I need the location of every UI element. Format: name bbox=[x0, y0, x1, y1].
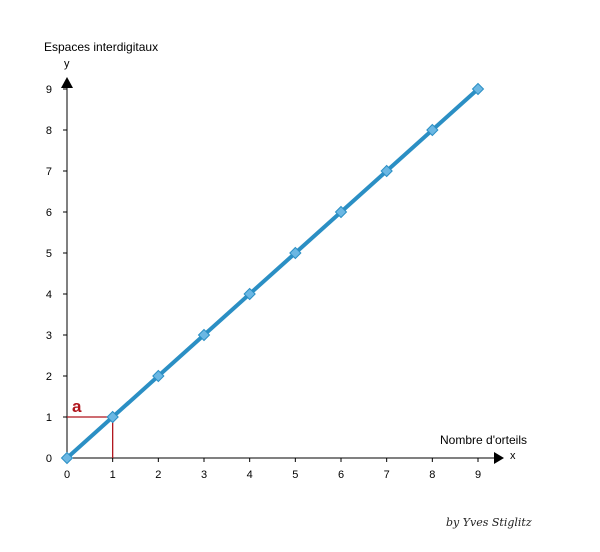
y-axis-name: y bbox=[64, 58, 70, 70]
y-tick-label: 0 bbox=[46, 453, 52, 465]
data-point-marker bbox=[380, 164, 393, 178]
data-point-marker bbox=[289, 246, 302, 260]
y-tick-labels: 0 1 2 3 4 5 6 7 8 9 bbox=[46, 84, 67, 465]
x-axis-arrow bbox=[494, 452, 504, 464]
data-point-marker bbox=[60, 451, 74, 465]
y-tick-label: 5 bbox=[46, 248, 52, 260]
data-point-marker bbox=[426, 123, 439, 137]
series-line bbox=[65, 87, 480, 460]
x-tick-label: 6 bbox=[338, 469, 344, 481]
x-tick-label: 3 bbox=[201, 469, 207, 481]
data-point-marker bbox=[334, 205, 348, 219]
data-point-marker bbox=[243, 287, 256, 301]
x-tick-label: 0 bbox=[64, 469, 70, 481]
author-credit: by Yves Stiglitz bbox=[446, 516, 532, 529]
y-axis-title: Espaces interdigitaux bbox=[44, 40, 159, 54]
data-point-marker bbox=[152, 369, 165, 383]
axes bbox=[61, 77, 504, 464]
x-tick-label: 7 bbox=[384, 469, 390, 481]
y-tick-label: 9 bbox=[46, 84, 52, 96]
x-tick-label: 2 bbox=[155, 469, 161, 481]
y-tick-label: 3 bbox=[46, 330, 52, 342]
y-tick-label: 2 bbox=[46, 371, 52, 383]
x-axis-name: x bbox=[510, 450, 516, 462]
annotation-a: a bbox=[67, 397, 114, 458]
x-tick-label: 9 bbox=[475, 469, 481, 481]
y-tick-label: 4 bbox=[46, 289, 52, 301]
y-tick-label: 6 bbox=[46, 207, 52, 219]
annotation-label: a bbox=[72, 397, 82, 416]
data-point-marker bbox=[197, 328, 211, 342]
x-tick-labels: 0 1 2 3 4 5 6 7 8 9 bbox=[64, 458, 481, 481]
y-axis-arrow bbox=[61, 77, 73, 88]
data-markers bbox=[60, 82, 485, 465]
data-point-marker bbox=[106, 410, 119, 424]
x-tick-label: 5 bbox=[292, 469, 298, 481]
data-point-marker bbox=[471, 82, 485, 96]
x-tick-label: 1 bbox=[110, 469, 116, 481]
y-tick-label: 7 bbox=[46, 166, 52, 178]
x-tick-label: 4 bbox=[247, 469, 253, 481]
series-line-path bbox=[65, 87, 480, 460]
y-tick-label: 8 bbox=[46, 125, 52, 137]
x-axis-title: Nombre d'orteils bbox=[440, 433, 527, 447]
y-tick-label: 1 bbox=[46, 412, 52, 424]
x-tick-label: 8 bbox=[429, 469, 435, 481]
